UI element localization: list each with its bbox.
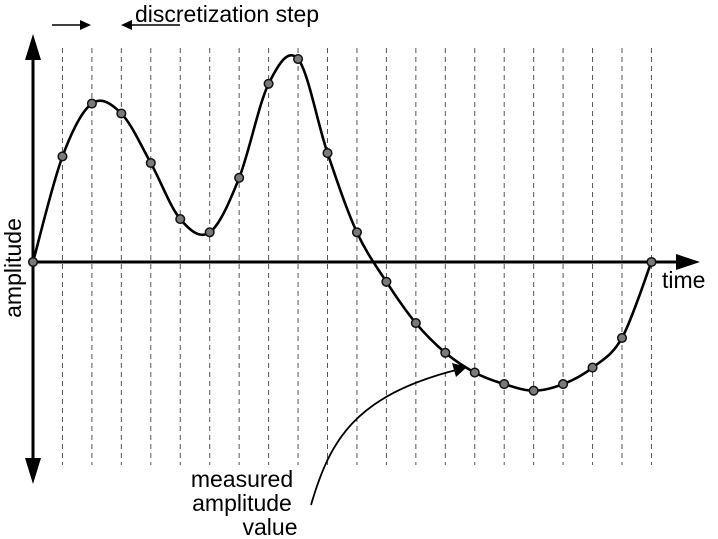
step-arrow-left-head [80,20,91,30]
y-axis-arrow-top [25,34,41,60]
measured-label-line3: value [243,514,298,539]
measured-value-pointer-head [452,363,467,377]
sample-point [469,367,480,378]
sample-point [351,227,363,238]
measured-value-pointer [310,368,461,506]
sample-point [440,347,451,358]
sample-point [646,256,657,268]
sample-point [27,256,39,268]
sample-points [27,54,657,396]
step-arrow-right-head [121,20,132,30]
sample-point [616,332,628,343]
step-label: discretization step [135,1,319,27]
sample-point [234,172,245,183]
sample-point [86,98,97,109]
x-axis-arrow [676,254,700,270]
sample-point [175,214,186,225]
signal-curve [31,54,653,393]
sample-point [587,362,598,373]
sample-point [116,108,127,119]
sample-point [528,385,539,396]
sample-point [293,54,304,65]
sample-point [145,157,156,169]
sample-point [57,151,68,162]
sample-point [204,227,215,238]
sample-point [263,78,274,89]
sample-point [558,379,569,390]
sample-point [322,148,333,159]
measured-label-line1: measured [191,466,293,492]
x-axis-label: time [662,267,705,293]
y-axis-label: amplitude [0,218,26,318]
sample-gridlines [61,48,652,465]
sample-point [410,318,421,329]
sample-point [381,276,392,287]
y-axis-arrow-bottom [25,458,41,484]
sample-point [499,379,510,390]
measured-label-line2: amplitude [192,490,292,516]
